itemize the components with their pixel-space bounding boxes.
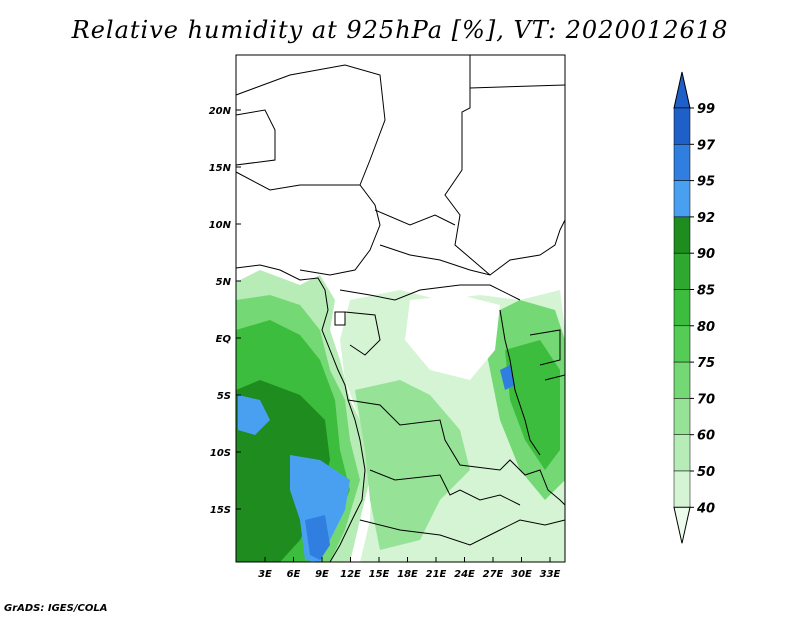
colorbar-label: 97 (697, 138, 716, 153)
lat-tick-label: 10N (209, 220, 232, 231)
humidity-region-congo-dry (405, 295, 500, 380)
border-line (235, 109, 276, 166)
border-line (339, 284, 521, 301)
lat-tick-label: 15S (210, 505, 231, 516)
lon-tick-label: 33E (540, 569, 561, 580)
lon-tick-label: 30E (511, 569, 532, 580)
lon-tick-label: 3E (258, 569, 272, 580)
border-line (544, 374, 566, 381)
border-line (379, 219, 566, 276)
border-line (529, 329, 561, 366)
lon-tick-label: 12E (340, 569, 361, 580)
border-line (374, 209, 456, 226)
lon-tick-label: 6E (287, 569, 301, 580)
colorbar-label: 90 (697, 247, 715, 262)
border-line (359, 519, 566, 546)
lon-tick-label: 9E (315, 569, 329, 580)
lon-tick-label: 15E (369, 569, 390, 580)
colorbar-top-arrow (673, 71, 691, 109)
humidity-region-saturated-2 (238, 395, 270, 435)
humidity-map: 20N 15N 10N 5N EQ 5S 10S 15S 3E 6E 9E 12E 15E 18E 21E… (209, 54, 716, 580)
border-line (444, 55, 491, 276)
map-title: Relative humidity at 925hPa [%], VT: 202… (71, 16, 729, 44)
lon-tick-label: 18E (397, 569, 418, 580)
colorbar-label: 80 (697, 320, 715, 335)
colorbar-segment (673, 398, 691, 435)
lat-tick-label: 5S (217, 391, 231, 402)
lat-tick-label: 10S (210, 448, 231, 459)
humidity-field (236, 270, 565, 562)
colorbar-segment (673, 216, 691, 254)
colorbar-segment (673, 470, 691, 508)
colorbar-segment (673, 180, 691, 218)
humidity-region-saturated-3 (305, 515, 330, 560)
humidity-region-lake (500, 365, 515, 390)
colorbar-segment (673, 434, 691, 472)
colorbar: 99 97 95 92 90 85 80 75 70 60 50 40 (673, 71, 716, 544)
border-line (347, 399, 566, 506)
lon-tick-label: 24E (454, 569, 475, 580)
lon-tick-label: 27E (483, 569, 504, 580)
lat-tick-label: 20N (209, 106, 232, 117)
border-line (334, 311, 346, 326)
colorbar-segment (673, 325, 691, 363)
border-line (235, 171, 381, 276)
colorbar-segment (673, 289, 691, 327)
humidity-region-interior-east-dark (505, 340, 560, 470)
border-line (499, 309, 541, 456)
humidity-region-interior-mid (355, 380, 470, 550)
country-borders (235, 55, 566, 563)
lat-tick-label: 5N (216, 277, 232, 288)
colorbar-label: 50 (697, 465, 715, 480)
humidity-region-saturated-1 (290, 455, 350, 562)
lon-tick-label: 21E (426, 569, 447, 580)
border-line (344, 311, 381, 356)
colorbar-label: 99 (697, 102, 715, 117)
colorbar-label: 70 (697, 392, 715, 407)
colorbar-label: 40 (696, 501, 715, 516)
coastline (235, 264, 366, 563)
lat-tick-label: EQ (216, 334, 232, 345)
grads-credit: GrADS: IGES/COLA (4, 603, 108, 614)
colorbar-segment (673, 361, 691, 399)
colorbar-segment (673, 144, 691, 181)
colorbar-label: 92 (697, 211, 715, 226)
colorbar-label: 60 (697, 429, 715, 444)
colorbar-segment (673, 252, 691, 290)
border-line (469, 84, 566, 89)
colorbar-label: 75 (697, 356, 715, 371)
colorbar-label: 95 (697, 175, 715, 190)
lat-tick-label: 15N (209, 163, 232, 174)
colorbar-segment (673, 107, 691, 145)
border-line (369, 469, 521, 506)
colorbar-label: 85 (697, 284, 715, 299)
map-frame (235, 54, 566, 563)
latitude-axis: 20N 15N 10N 5N EQ 5S 10S 15S (209, 106, 241, 516)
border-line (235, 64, 386, 186)
colorbar-bottom-arrow (673, 506, 691, 544)
longitude-axis: 3E 6E 9E 12E 15E 18E 21E 24E 27E 30E 33E (258, 557, 561, 580)
